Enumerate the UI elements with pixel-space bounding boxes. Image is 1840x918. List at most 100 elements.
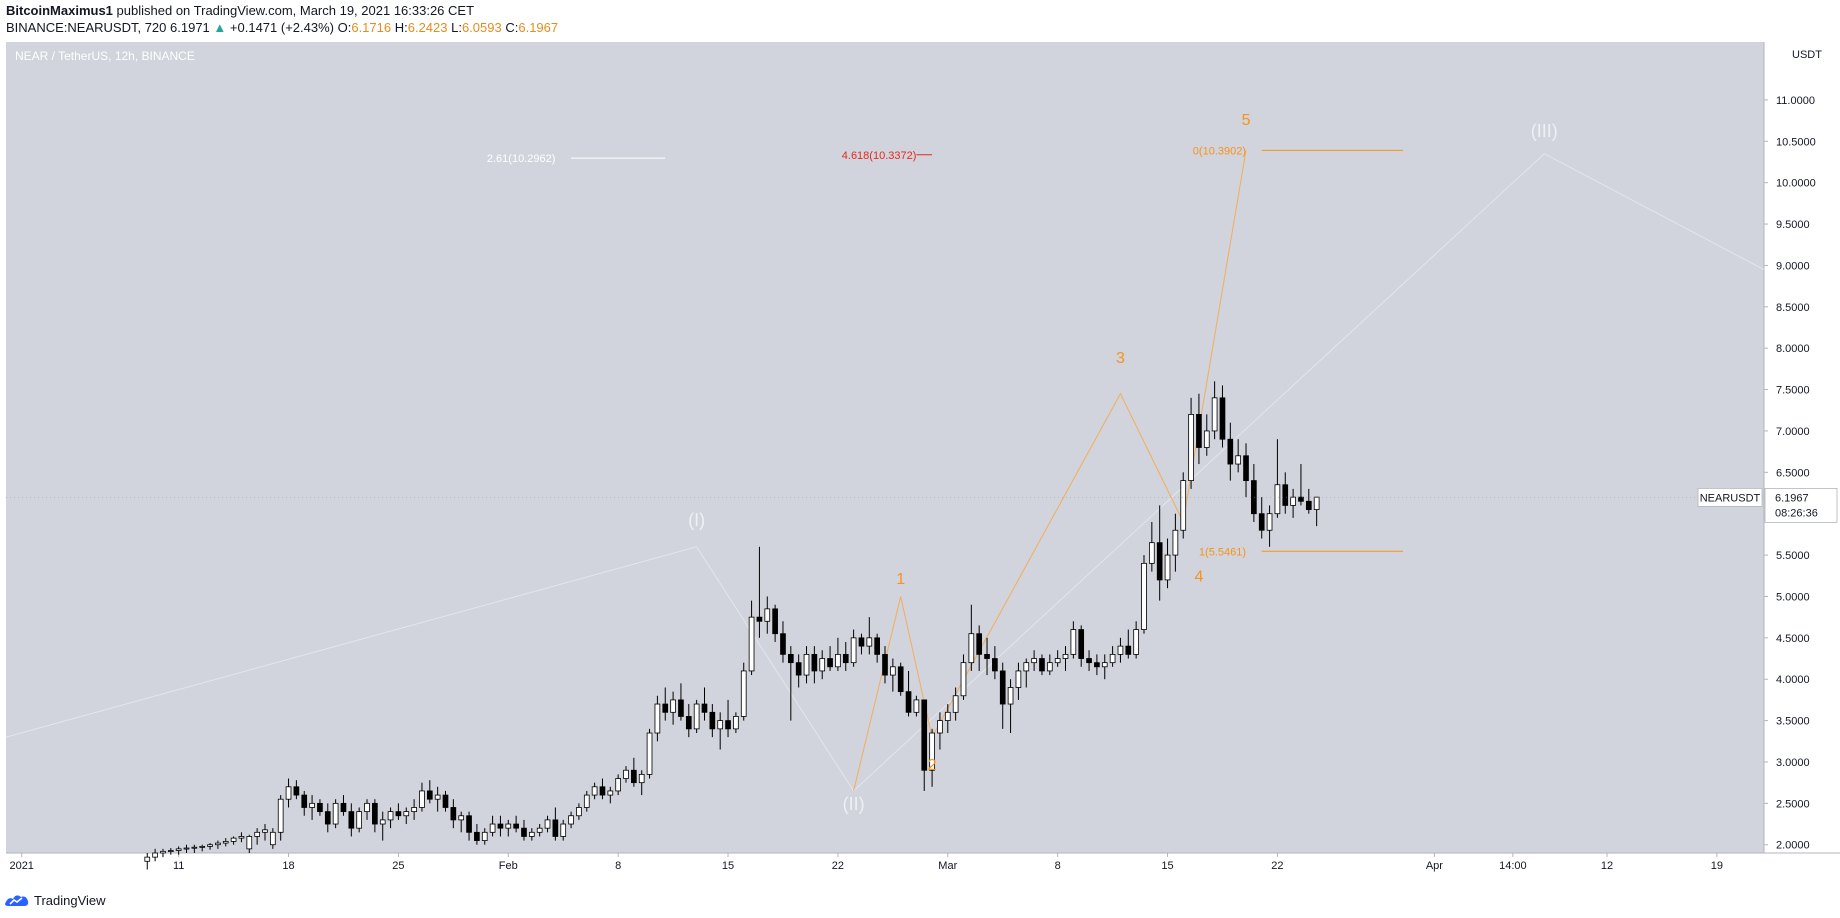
last-price-label: 6.1967	[1775, 492, 1809, 504]
candle	[1180, 480, 1187, 531]
candle	[968, 633, 975, 664]
candle	[419, 790, 425, 808]
candle	[835, 653, 841, 668]
x-tick-label: 22	[1271, 860, 1283, 872]
candle	[756, 616, 763, 622]
candle	[395, 811, 402, 817]
candle	[1258, 513, 1265, 531]
candle	[866, 637, 873, 647]
x-tick-label: 15	[1161, 860, 1173, 872]
x-tick-label: Mar	[938, 860, 957, 872]
y-tick-label: 4.0000	[1776, 674, 1810, 686]
last-price-tag	[1764, 488, 1838, 523]
symbol-tag	[1697, 488, 1763, 507]
candle	[662, 703, 669, 713]
open-value: 6.1716	[351, 20, 392, 35]
candle	[426, 790, 433, 800]
candle	[246, 836, 253, 850]
candle	[528, 831, 535, 837]
candle	[1305, 500, 1312, 510]
candle	[1251, 480, 1257, 515]
candle	[497, 823, 504, 829]
candle	[191, 846, 198, 849]
candle	[858, 637, 865, 647]
candle	[340, 802, 347, 813]
level-label: 1(5.5461)	[1199, 546, 1246, 558]
candle	[230, 837, 237, 842]
candle	[442, 794, 449, 808]
wave-label: 4	[1194, 569, 1203, 586]
change-up-icon: ▲	[213, 20, 227, 35]
y-tick-label: 3.5000	[1776, 716, 1810, 728]
candle	[811, 653, 818, 672]
candle	[356, 811, 363, 829]
candle	[536, 827, 543, 833]
tradingview-logo-icon[interactable]	[4, 892, 30, 908]
candle	[152, 852, 158, 858]
price-chart[interactable]: NEAR / TetherUS, 12h, BINANCE USDT 2.0000 2…	[0, 42, 1840, 888]
wave-label: 2	[928, 757, 937, 774]
y-tick-label: 8.5000	[1776, 302, 1810, 314]
x-tick-label: Apr	[1426, 860, 1443, 872]
last-price: 6.1971	[170, 20, 210, 35]
candle	[505, 823, 512, 829]
candle	[301, 794, 308, 808]
candle	[1164, 554, 1171, 581]
candle	[1007, 687, 1014, 705]
footer-brand[interactable]: TradingView	[34, 892, 106, 908]
candle	[372, 802, 378, 825]
candle	[1070, 629, 1077, 655]
wave-label: (III)	[1531, 121, 1558, 141]
candle	[803, 653, 810, 676]
candle	[544, 819, 551, 829]
x-tick-label: 15	[722, 860, 734, 872]
published-text: published on TradingView.com, March 19, …	[116, 3, 475, 18]
candle	[638, 773, 645, 784]
candle	[576, 807, 582, 817]
candle	[1219, 397, 1226, 440]
candle	[1211, 397, 1218, 432]
candle	[780, 633, 786, 655]
candle	[1149, 542, 1155, 564]
candle	[913, 699, 920, 713]
candle	[685, 716, 692, 730]
candle	[403, 811, 410, 817]
ohlc-header: BINANCE:NEARUSDT, 720 6.1971 ▲ +0.1471 (…	[6, 20, 558, 35]
candle	[882, 653, 888, 676]
y-tick-label: 6.5000	[1776, 467, 1810, 479]
x-tick-label: 2021	[9, 860, 33, 872]
candle	[960, 662, 967, 697]
candle	[850, 637, 857, 664]
author-name[interactable]: BitcoinMaximus1	[6, 3, 113, 18]
candle	[733, 716, 739, 730]
candle	[646, 732, 653, 775]
candle	[450, 807, 457, 821]
candle	[379, 819, 386, 825]
x-tick-label: 22	[832, 860, 844, 872]
y-tick-label: 2.5000	[1776, 798, 1810, 810]
candle	[717, 720, 724, 730]
candle	[207, 844, 213, 847]
wave-label: 5	[1242, 112, 1251, 129]
candle	[709, 711, 716, 730]
candle	[693, 703, 700, 730]
candle	[623, 769, 629, 779]
candle	[1290, 496, 1296, 506]
candle	[277, 798, 284, 833]
open-label: O:	[337, 20, 352, 35]
candle	[842, 653, 849, 664]
price-change: +0.1471 (+2.43%)	[229, 20, 334, 35]
candle	[1141, 562, 1147, 630]
candle	[1282, 484, 1289, 506]
candle	[984, 653, 990, 659]
footer: TradingView	[4, 889, 106, 911]
candle	[725, 720, 731, 730]
candle	[1243, 455, 1249, 482]
candle	[874, 637, 880, 655]
level-label: 2.61(10.2962)	[487, 153, 556, 165]
candle	[615, 778, 621, 792]
candle	[631, 769, 637, 784]
candle	[787, 653, 794, 664]
high-label: H:	[394, 20, 408, 35]
candle	[348, 811, 355, 829]
